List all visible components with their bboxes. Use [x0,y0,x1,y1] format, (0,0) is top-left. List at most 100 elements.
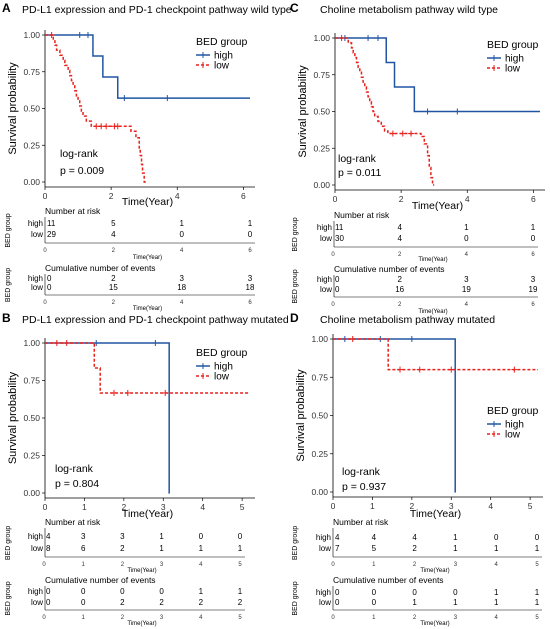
events-table-cell: 1 [199,587,204,596]
y-tick-label: 1.00 [311,334,328,344]
y-tick-label: 0.00 [23,488,40,498]
panel-letter: D [290,311,299,325]
events-table-cell: 3 [464,275,469,284]
x-axis-label: Time(Year) [122,508,173,520]
risk-table-tick-label: 0 [42,562,46,568]
risk-table-tick-label: 1 [372,562,376,568]
events-table-row-label-low: low [320,285,332,294]
risk-table-row-label-high: high [28,532,43,541]
risk-table-tick-label: 1 [82,562,86,568]
legend-title: BED group [487,39,539,51]
y-tick-label: 0.50 [313,107,330,117]
events-table-cell: 0 [335,275,340,284]
y-tick-label: 0.25 [23,451,40,461]
x-tick-label: 2 [109,191,114,201]
panel-letter: C [290,1,299,15]
logrank-label: log-rank [342,466,381,478]
risk-table-cell: 5 [372,544,377,553]
events-table-cell: 0 [47,283,52,292]
x-tick-label: 4 [175,191,180,201]
risk-table-x-label: Time(Year) [133,255,162,261]
risk-table-tick-label: 0 [43,248,47,254]
x-tick-label: 4 [488,501,493,511]
y-axis-label: Survival probability [295,369,307,462]
logrank-label: log-rank [55,463,94,475]
y-axis-label: Survival probability [7,371,19,464]
panel-title: Choline metabolism pathway wild type [320,4,498,16]
events-table-tick-label: 0 [43,300,47,306]
events-table-row-label-high: high [28,587,43,596]
events-table-tick-label: 2 [413,615,417,621]
events-table-tick-label: 4 [495,615,499,621]
risk-table-cell: 3 [81,532,86,541]
risk-table-cell: 1 [494,544,499,553]
risk-table-y-label: BED group [5,526,12,560]
risk-table-cell: 7 [335,544,340,553]
panel-letter: A [2,1,11,15]
events-table-tick-label: 5 [535,615,539,621]
risk-table-tick-label: 6 [531,252,535,258]
events-table-tick-label: 2 [121,615,125,621]
risk-table-tick-label: 4 [199,562,203,568]
events-table-cell: 16 [395,285,404,294]
risk-table-row-label-low: low [31,544,43,553]
y-tick-label: 1.00 [23,30,40,40]
risk-table-y-label: BED group [292,526,299,560]
risk-table-x-label: Time(Year) [418,257,447,263]
risk-table-cell: 1 [199,544,204,553]
legend-title: BED group [196,36,248,48]
risk-table-row-label-high: high [316,533,331,542]
y-tick-label: 1.00 [23,338,40,348]
events-table-tick-label: 4 [465,302,469,308]
risk-table-row-label-low: low [31,230,43,239]
risk-table-y-label: BED group [292,217,299,251]
risk-table-tick-label: 2 [413,562,417,568]
events-table-cell: 2 [238,598,243,607]
risk-table-cell: 1 [464,223,469,232]
panel-letter: B [2,311,11,325]
events-table-y-label: BED group [5,581,12,615]
events-table-tick-label: 1 [82,615,86,621]
risk-table-cell: 1 [453,544,458,553]
events-table-cell: 0 [47,274,52,283]
risk-table-cell: 1 [159,544,164,553]
events-table-cell: 0 [81,598,86,607]
legend-label-high: high [505,54,524,65]
x-axis-label: Time(Year) [412,200,463,212]
risk-table-cell: 4 [397,234,402,243]
events-table-tick-label: 3 [454,615,458,621]
events-table-cell: 3 [248,274,253,283]
panel-title: PD-L1 expression and PD-1 checkpoint pat… [22,4,292,16]
legend-title: BED group [487,405,539,417]
events-table-title: Cumulative number of events [45,575,156,585]
risk-table-cell: 11 [47,219,56,228]
events-table-cell: 1 [494,598,499,607]
events-table-tick-label: 0 [331,302,335,308]
risk-table-cell: 5 [111,219,116,228]
events-table-cell: 1 [453,598,458,607]
events-table-cell: 18 [177,283,186,292]
x-tick-label: 5 [240,502,245,512]
risk-table-row-label-low: low [320,234,332,243]
panel-b: B PD-L1 expression and PD-1 checkpoint pa… [2,311,289,627]
y-tick-label: 0.75 [313,70,330,80]
risk-table-cell: 4 [111,230,116,239]
events-table-cell: 0 [453,588,458,597]
risk-table-cell: 4 [46,532,51,541]
risk-table-tick-label: 4 [495,562,499,568]
events-table-x-label: Time(Year) [420,621,449,627]
events-table-tick-label: 2 [398,302,402,308]
panel-c: C Choline metabolism pathway wild type 0.0… [290,1,545,315]
x-axis-label: Time(Year) [122,196,173,208]
km-curve-high [335,37,540,113]
risk-table-cell: 0 [179,230,184,239]
risk-table-cell: 3 [120,532,125,541]
legend-label-high: high [214,362,233,373]
risk-table-cell: 1 [238,544,243,553]
events-table-cell: 15 [109,283,118,292]
y-axis-label: Survival probability [297,65,309,158]
events-table-y-label: BED group [292,581,299,615]
